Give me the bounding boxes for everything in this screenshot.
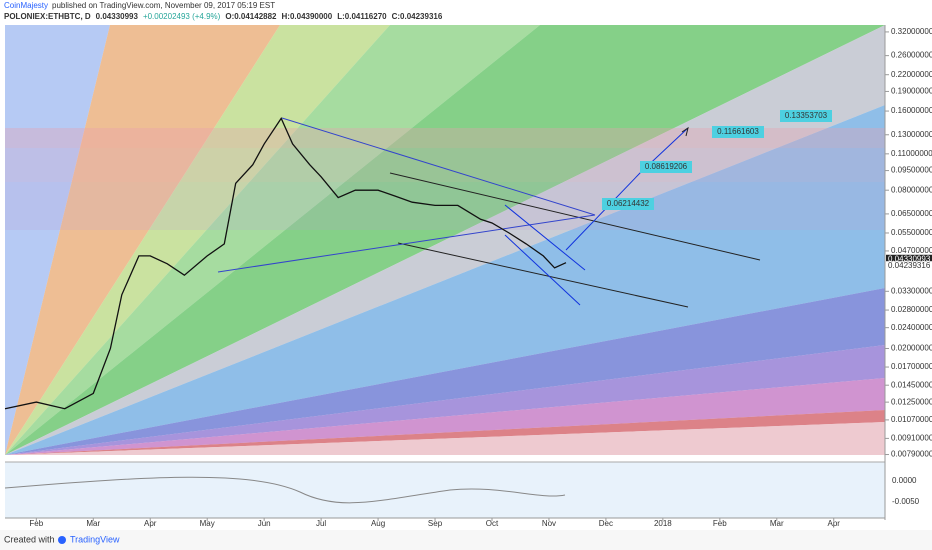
y-tick-label: 0.02400000 — [891, 323, 932, 332]
y-tick-label: 0.01450000 — [891, 380, 932, 389]
fib-bands — [5, 128, 885, 230]
symbol-field: C:0.04239316 — [392, 12, 443, 21]
symbol-field: O:0.04142882 — [225, 12, 277, 21]
symbol-field: H:0.04390000 — [282, 12, 333, 21]
channel-top — [389, 172, 761, 261]
y-tick-label: 0.22000000 — [891, 70, 932, 79]
fan-sector — [5, 288, 885, 455]
x-tick-label: Jul — [316, 519, 326, 528]
macd-line — [4, 476, 566, 504]
y-tick-label: 0.01700000 — [891, 362, 932, 371]
x-tick-label: Feb — [29, 519, 43, 528]
target-box — [780, 110, 832, 122]
y-tick-label: 0.09500000 — [891, 166, 932, 175]
x-tick-label: Feb — [713, 519, 727, 528]
target-label: 0.13353703 — [785, 111, 828, 120]
y-tick-label: 0.01250000 — [891, 397, 932, 406]
symbol-field: L:0.04116270 — [337, 12, 387, 21]
y-tick-label: 0.00910000 — [891, 433, 932, 442]
macd-pane — [5, 462, 885, 518]
x-tick-label: Mar — [770, 519, 784, 528]
target-label: 0.11661603 — [717, 127, 759, 136]
fan-sector — [5, 105, 885, 455]
published: published on TradingView.com, November 0… — [52, 1, 275, 10]
x-tick-label: 2018 — [654, 519, 672, 528]
arrow — [681, 126, 689, 137]
y-tick-label: 0.03300000 — [891, 286, 932, 295]
y-tick-label: 0.16000000 — [891, 106, 932, 115]
gann-fan — [5, 25, 885, 455]
x-tick-label: Aug — [371, 519, 385, 528]
wedge — [504, 204, 586, 271]
wedge — [504, 234, 581, 306]
price-tag — [886, 254, 932, 264]
fan-sector — [5, 410, 885, 455]
x-tick-label: Oct — [486, 519, 499, 528]
y-tick-label: 0.00790000 — [891, 450, 932, 459]
footer-created: Created with — [4, 534, 55, 544]
fan-sector — [5, 25, 885, 455]
symbol-line: POLONIEX:ETHBTC, D 0.04330993 +0.00202493 … — [4, 12, 443, 21]
trend-lines — [217, 117, 761, 493]
target-label: 0.06214432 — [607, 199, 650, 208]
x-tick-label: Mar — [86, 519, 100, 528]
logo — [58, 536, 66, 544]
price-tag-label: 0.04330993 — [888, 254, 931, 263]
macd-tick: 0.0000 — [892, 476, 917, 485]
price-tag-label: 0.04239316 — [888, 261, 931, 270]
fan-sector — [5, 378, 885, 455]
y-axis — [885, 25, 932, 520]
band — [5, 128, 885, 148]
x-tick-label: Apr — [828, 519, 841, 528]
y-tick-label: 0.06500000 — [891, 209, 932, 218]
trend — [217, 214, 596, 273]
y-tick-label: 0.01070000 — [891, 415, 932, 424]
targets: 0.06214432 0.08619206 0.11661603 0.13353… — [602, 110, 832, 210]
x-tick-label: Jun — [258, 519, 271, 528]
y-tick-label: 0.32000000 — [891, 27, 932, 36]
y-tick-label: 0.08000000 — [891, 185, 932, 194]
symbol-field: POLONIEX:ETHBTC, D — [4, 12, 91, 21]
x-tick-label: Apr — [144, 519, 157, 528]
y-tick-label: 0.02000000 — [891, 344, 932, 353]
symbol-field: +0.00202493 (+4.9%) — [143, 12, 221, 21]
fan-sector — [5, 422, 885, 455]
price-line — [4, 117, 567, 410]
y-tick-label: 0.05500000 — [891, 228, 932, 237]
footer — [0, 530, 932, 550]
x-tick-label: Sep — [428, 519, 443, 528]
y-tick-label: 0.19000000 — [891, 87, 932, 96]
y-tick-label: 0.26000000 — [891, 51, 932, 60]
y-tick-label: 0.02800000 — [891, 305, 932, 314]
x-tick-label: Nov — [542, 519, 556, 528]
price-tag — [886, 261, 932, 271]
fan-sector — [5, 345, 885, 455]
y-tick-label: 0.11000000 — [891, 149, 932, 158]
trend — [281, 117, 596, 216]
channel-bottom — [397, 242, 689, 308]
target-box — [712, 126, 764, 138]
y-tick-label: 0.04700000 — [891, 246, 932, 255]
x-tick-label: Dec — [599, 519, 613, 528]
footer-brand: TradingView — [70, 534, 120, 544]
band — [5, 148, 885, 182]
author: CoinMajesty — [4, 1, 48, 10]
target-label: 0.08619206 — [645, 162, 688, 171]
target-box — [602, 198, 654, 210]
x-tick-label: May — [200, 519, 215, 528]
macd-tick: -0.0050 — [892, 497, 920, 506]
target-box — [640, 161, 692, 173]
y-tick-label: 0.13000000 — [891, 130, 932, 139]
symbol-field: 0.04330993 — [96, 12, 139, 21]
